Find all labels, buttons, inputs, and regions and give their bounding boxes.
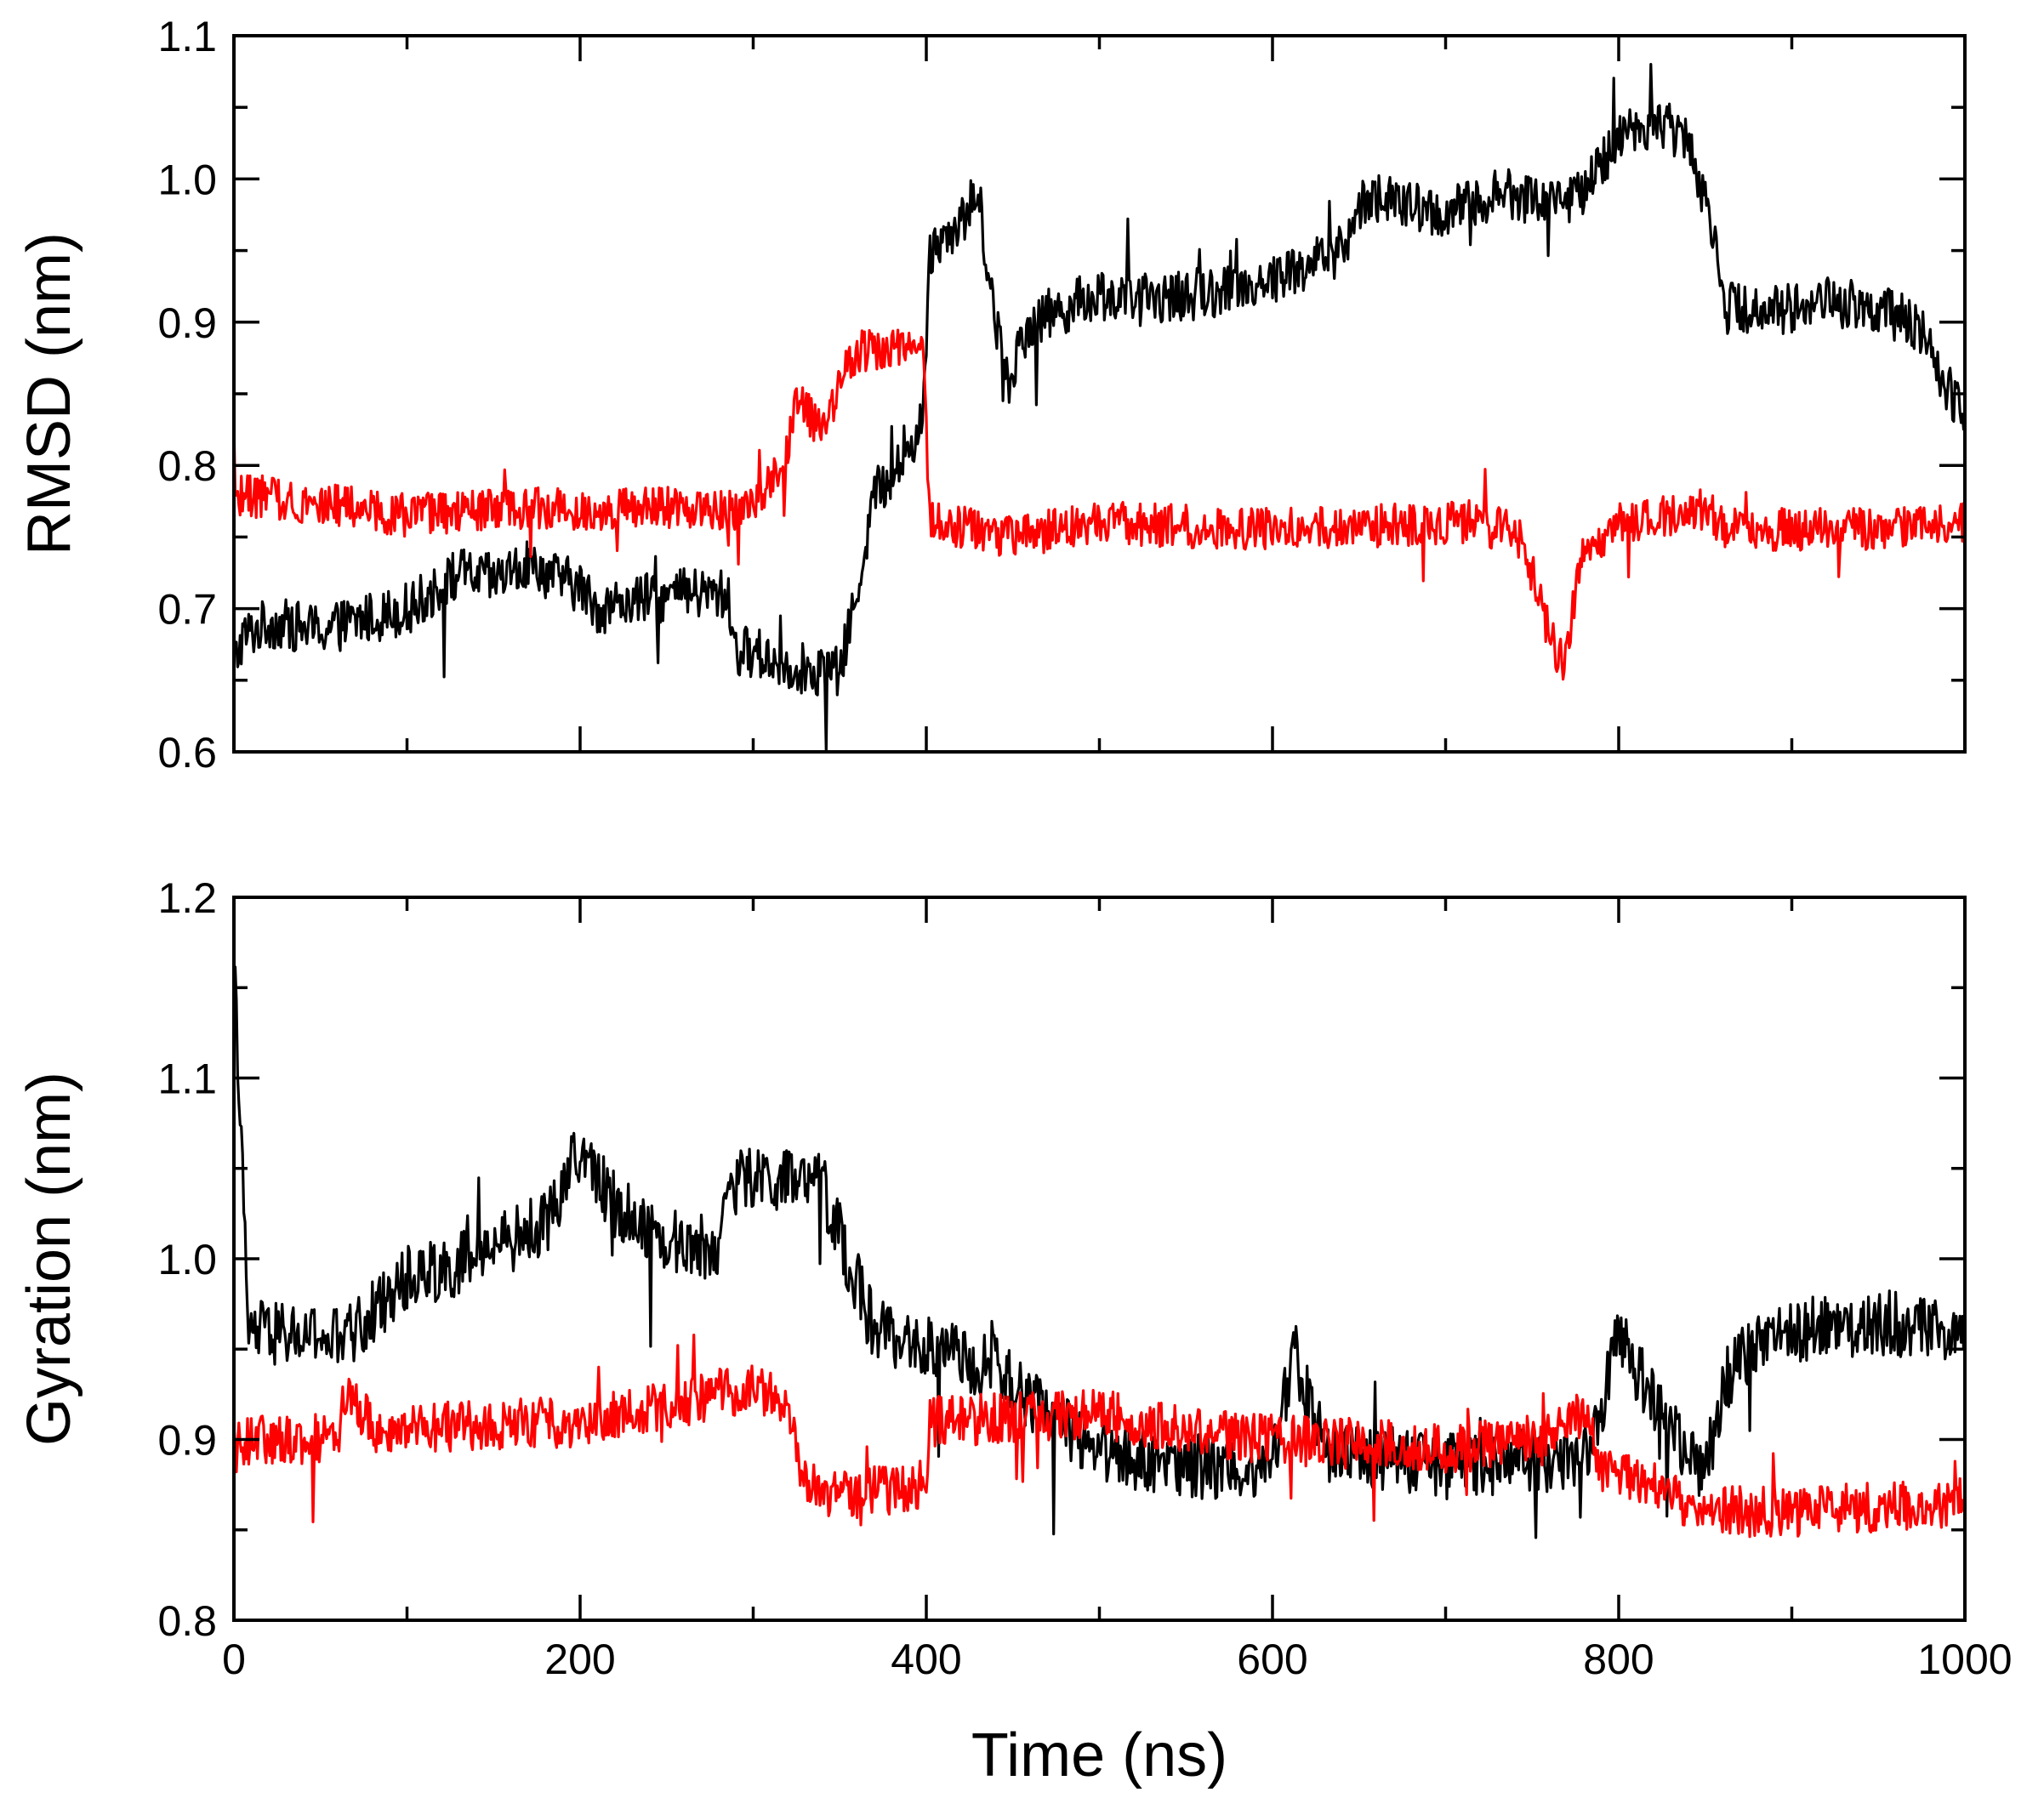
- y-axis-title: RMSD (nm): [15, 232, 83, 555]
- y-tick-label: 1.2: [157, 874, 217, 922]
- y-tick-label: 0.9: [157, 1417, 217, 1465]
- x-tick-label: 0: [222, 1636, 246, 1683]
- y-tick-label: 0.6: [157, 729, 217, 777]
- x-tick-label: 1000: [1917, 1636, 2012, 1683]
- y-tick-label: 1.1: [157, 1055, 217, 1103]
- y-tick-label: 0.8: [157, 1597, 217, 1645]
- y-tick-label: 1.0: [157, 1236, 217, 1283]
- y-tick-label: 0.7: [157, 586, 217, 634]
- y-tick-label: 1.0: [157, 156, 217, 203]
- x-tick-label: 800: [1583, 1636, 1654, 1683]
- plot-frame: [232, 34, 1967, 754]
- x-axis-title: Time (ns): [971, 1721, 1227, 1789]
- y-axis-title: Gyration (nm): [15, 1072, 83, 1446]
- series-red-line: [232, 328, 1967, 681]
- gyration-panel: 0 200 400 600 800 1000 0.8 0.9 1.0 1.1 1.2 Gyration…: [15, 874, 2013, 1789]
- y-tick-label: 1.1: [157, 13, 217, 60]
- x-tick-label: 600: [1237, 1636, 1307, 1683]
- rmsd-panel: 0.6 0.7 0.8 0.9 1.0 1.1 RMSD (nm): [15, 13, 1967, 777]
- series-black-line: [232, 965, 1967, 1539]
- series-black-line: [232, 62, 1967, 754]
- y-tick-label: 0.9: [157, 299, 217, 347]
- x-tick-label: 400: [891, 1636, 961, 1683]
- series-red-line: [232, 1333, 1967, 1539]
- y-tick-label: 0.8: [157, 442, 217, 490]
- x-tick-label: 200: [544, 1636, 615, 1683]
